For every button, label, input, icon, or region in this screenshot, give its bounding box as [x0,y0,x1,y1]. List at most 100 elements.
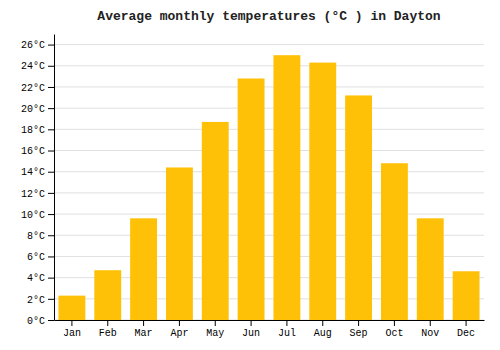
x-tick-mark [322,320,323,326]
y-tick: 6°C [27,252,54,263]
x-axis-line [55,320,485,321]
y-tick-mark [48,45,54,46]
y-tick-mark [48,87,54,88]
bar [202,122,229,320]
y-tick-mark [48,66,54,67]
x-tick-mark [71,320,72,326]
grid [54,45,484,320]
y-tick-label: 10°C [21,210,45,221]
bars [58,55,479,320]
y-tick-mark [48,278,54,279]
y-tick-mark [48,172,54,173]
x-tick-mark [107,320,108,326]
x-tick-label: May [206,328,224,339]
x-tick-mark [143,320,144,326]
x-tick-mark [394,320,395,326]
x-tick-label: Apr [170,328,188,339]
y-tick-label: 18°C [21,125,45,136]
x-tick-label: Aug [314,328,332,339]
y-tick-mark [48,299,54,300]
x-tick-mark [466,320,467,326]
x-tick-mark [179,320,180,326]
bar [453,271,480,320]
y-tick-mark [48,129,54,130]
y-tick-label: 20°C [21,104,45,115]
y-tick: 20°C [21,104,54,115]
x-tick-label: Jul [278,328,296,339]
x-tick-label: Feb [99,328,117,339]
y-tick: 0°C [27,316,54,327]
y-tick: 24°C [21,61,54,72]
y-tick: 26°C [21,40,54,51]
grid-line [54,150,484,151]
x-tick-label: Dec [457,328,475,339]
x-tick: Apr [170,320,188,339]
x-tick: Dec [457,320,475,339]
x-tick: Jun [242,320,260,339]
y-tick-label: 26°C [21,40,45,51]
y-tick: 22°C [21,83,54,94]
x-axis: Jan Feb Mar Apr May Jun Jul Aug Sep Oct Nov Dec [55,320,485,339]
y-axis: 0°C 2°C 4°C 6°C 8°C 10°C 12°C 14°C 16°C 18°C 20°C 2… [21,35,55,327]
bar [273,55,300,320]
x-tick: Oct [385,320,403,339]
x-tick-mark [286,320,287,326]
y-tick-label: 6°C [27,252,45,263]
y-tick: 4°C [27,273,54,284]
y-tick-mark [48,108,54,109]
y-tick-label: 12°C [21,189,45,200]
title: Average monthly temperatures (°C ) in Da… [97,9,440,24]
y-tick: 10°C [21,210,54,221]
y-tick-label: 14°C [21,167,45,178]
y-tick-mark [48,193,54,194]
x-tick: Feb [99,320,117,339]
x-tick-label: Jun [242,328,260,339]
y-tick-mark [48,214,54,215]
y-tick: 12°C [21,189,54,200]
bar [130,218,157,320]
y-tick-label: 8°C [27,231,45,242]
grid-line [54,108,484,109]
grid-line [54,214,484,215]
x-tick-mark [251,320,252,326]
y-tick-label: 0°C [27,316,45,327]
x-tick-label: Mar [135,328,153,339]
x-tick-label: Nov [421,328,439,339]
y-tick: 2°C [27,295,54,306]
y-axis-line [54,35,55,321]
grid-line [54,171,484,172]
grid-line [54,65,484,66]
grid-line [54,86,484,87]
y-tick-label: 16°C [21,146,45,157]
x-tick-mark [358,320,359,326]
x-tick: Nov [421,320,439,339]
grid-line [54,44,484,45]
y-tick-mark [48,320,54,321]
y-tick-mark [48,151,54,152]
x-tick: May [206,320,224,339]
y-tick-mark [48,256,54,257]
bar [166,167,193,320]
y-tick-label: 4°C [27,273,45,284]
x-tick-mark [430,320,431,326]
x-tick-mark [215,320,216,326]
bar [345,95,372,320]
y-tick: 8°C [27,231,54,242]
x-tick: Sep [350,320,368,339]
bar [417,218,444,320]
x-tick: Mar [135,320,153,339]
bar [309,63,336,320]
bar [58,296,85,320]
y-tick-label: 2°C [27,295,45,306]
grid-line [54,192,484,193]
chart: 0°C 2°C 4°C 6°C 8°C 10°C 12°C 14°C 16°C 18°C 20°C 2… [0,0,500,350]
x-tick: Aug [314,320,332,339]
bar [381,163,408,320]
x-tick-label: Jan [63,328,81,339]
x-tick-label: Oct [385,328,403,339]
x-tick: Jul [278,320,296,339]
bar [238,78,265,320]
plot: 0°C 2°C 4°C 6°C 8°C 10°C 12°C 14°C 16°C 18°C 20°C 2… [21,35,485,340]
x-tick-label: Sep [350,328,368,339]
y-tick-label: 24°C [21,61,45,72]
